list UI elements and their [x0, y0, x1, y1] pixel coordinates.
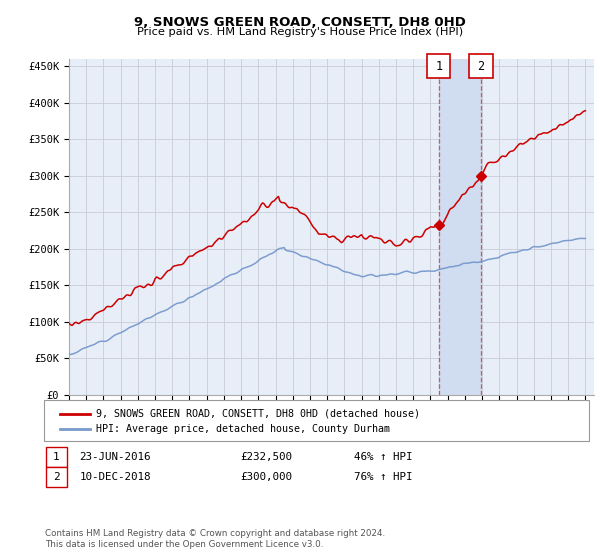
Text: Price paid vs. HM Land Registry's House Price Index (HPI): Price paid vs. HM Land Registry's House … [137, 27, 463, 37]
Text: 10-DEC-2018: 10-DEC-2018 [79, 472, 151, 482]
Text: 1: 1 [435, 59, 442, 73]
Text: 46% ↑ HPI: 46% ↑ HPI [354, 452, 413, 462]
Text: Contains HM Land Registry data © Crown copyright and database right 2024.
This d: Contains HM Land Registry data © Crown c… [45, 529, 385, 549]
Text: 9, SNOWS GREEN ROAD, CONSETT, DH8 0HD (detached house): 9, SNOWS GREEN ROAD, CONSETT, DH8 0HD (d… [96, 409, 420, 419]
Text: 76% ↑ HPI: 76% ↑ HPI [354, 472, 413, 482]
Bar [439, 59, 481, 395]
Text: 1: 1 [53, 452, 60, 462]
Text: 23-JUN-2016: 23-JUN-2016 [79, 452, 151, 462]
Text: £300,000: £300,000 [240, 472, 292, 482]
Text: HPI: Average price, detached house, County Durham: HPI: Average price, detached house, Coun… [96, 424, 390, 434]
Text: 2: 2 [53, 472, 60, 482]
Text: 9, SNOWS GREEN ROAD, CONSETT, DH8 0HD: 9, SNOWS GREEN ROAD, CONSETT, DH8 0HD [134, 16, 466, 29]
Text: 2: 2 [478, 59, 485, 73]
Text: £232,500: £232,500 [240, 452, 292, 462]
